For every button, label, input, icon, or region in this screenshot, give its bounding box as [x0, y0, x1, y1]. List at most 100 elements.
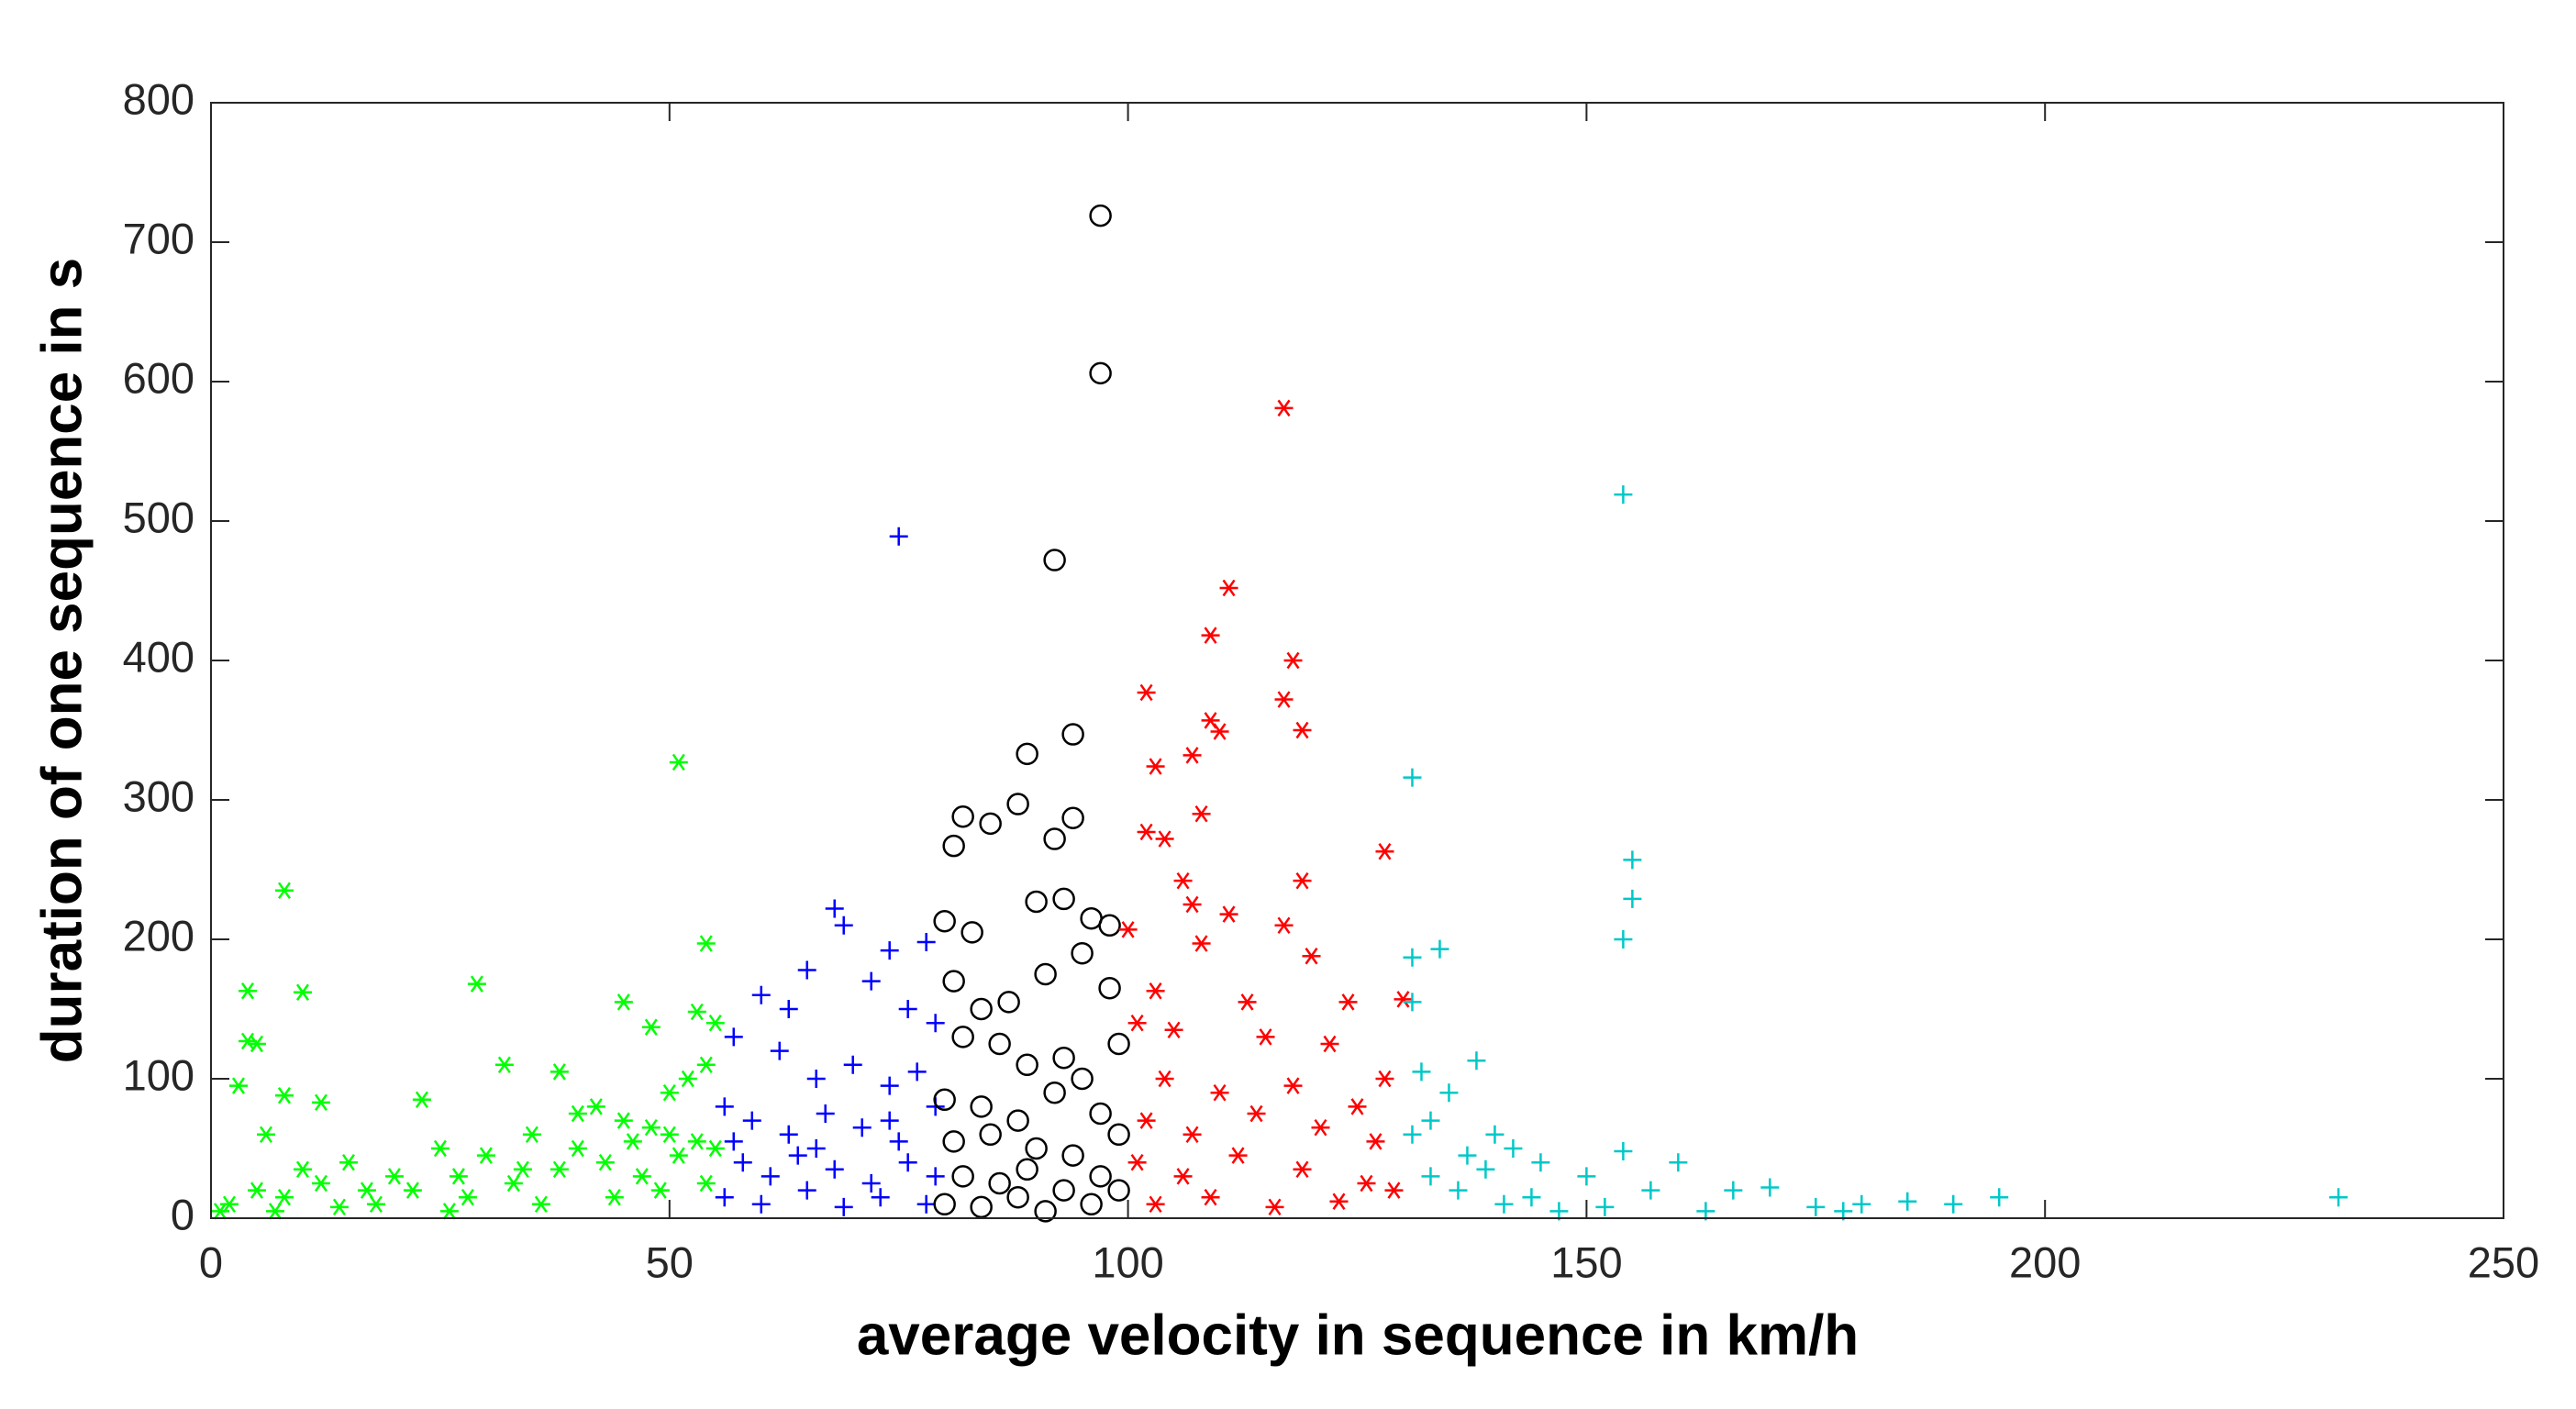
point [1614, 930, 1633, 949]
point [926, 1167, 945, 1186]
point [568, 1139, 587, 1158]
point [1403, 1125, 1422, 1144]
x-axis-label: average velocity in sequence in km/h [857, 1304, 1859, 1367]
point [898, 1153, 917, 1172]
y-tick-label: 600 [123, 353, 194, 402]
point [1577, 1167, 1596, 1186]
point [1043, 549, 1066, 571]
point [1089, 204, 1112, 227]
point [439, 1203, 459, 1220]
point [660, 1126, 679, 1144]
point [970, 997, 993, 1021]
point [1219, 579, 1238, 597]
point [871, 1188, 890, 1207]
point [586, 1098, 605, 1115]
y-tick-label: 0 [171, 1190, 194, 1238]
point [988, 1032, 1011, 1056]
point [1403, 948, 1422, 967]
point [1146, 758, 1165, 775]
point [779, 1125, 798, 1144]
point [1201, 627, 1220, 644]
point [1016, 742, 1038, 766]
point [1043, 827, 1066, 850]
y-tick-label: 800 [123, 74, 194, 123]
point [1338, 993, 1358, 1011]
point [329, 1198, 349, 1216]
point [1293, 721, 1312, 739]
point [1219, 905, 1238, 923]
point [550, 1160, 569, 1179]
point [843, 1055, 862, 1074]
point [861, 1174, 881, 1193]
point [1089, 1165, 1112, 1188]
point [1071, 941, 1094, 965]
point [705, 1014, 725, 1032]
point [256, 1126, 275, 1144]
point [1016, 1158, 1038, 1182]
point [1173, 1168, 1193, 1185]
point [907, 1062, 927, 1082]
point [1155, 1070, 1174, 1088]
point [669, 1147, 688, 1164]
point [825, 1159, 844, 1179]
point [1164, 1021, 1183, 1039]
point [880, 1076, 899, 1095]
point [942, 1130, 965, 1153]
point [1522, 1188, 1541, 1207]
point [1760, 1178, 1780, 1197]
point [687, 1133, 706, 1150]
point [1107, 1123, 1130, 1147]
point [632, 1168, 651, 1185]
point [880, 1111, 899, 1130]
point [1118, 921, 1138, 938]
point [933, 1193, 956, 1216]
point [1320, 1035, 1339, 1053]
point [1052, 1046, 1075, 1070]
point [1283, 651, 1303, 670]
point [1531, 1153, 1550, 1172]
point [1458, 1146, 1477, 1165]
point [467, 975, 486, 993]
point [1034, 962, 1057, 986]
point [988, 1171, 1011, 1195]
point [951, 1165, 974, 1188]
x-tick-label: 100 [1092, 1237, 1163, 1286]
point [678, 1070, 697, 1088]
point [1192, 804, 1211, 823]
point [1274, 691, 1294, 708]
point [979, 1123, 1002, 1147]
x-tick-label: 250 [2468, 1237, 2539, 1286]
point [550, 1063, 569, 1081]
point [1467, 1051, 1486, 1071]
point [504, 1174, 523, 1193]
point [816, 1104, 835, 1123]
point [449, 1168, 468, 1185]
point [1006, 793, 1029, 815]
point [1274, 399, 1294, 417]
point [1623, 889, 1642, 908]
point [623, 1133, 642, 1150]
point [696, 935, 716, 952]
point [806, 1070, 826, 1088]
point [247, 1182, 266, 1199]
point [1016, 1053, 1038, 1077]
point [880, 941, 899, 960]
point [274, 1188, 294, 1206]
point [1384, 1182, 1404, 1199]
point [1449, 1181, 1468, 1200]
point [1137, 823, 1156, 841]
point [210, 1203, 229, 1220]
point [1393, 991, 1413, 1008]
y-tick-label: 400 [123, 632, 194, 681]
y-tick-label: 500 [123, 493, 194, 541]
point [889, 1132, 908, 1151]
point [1412, 1062, 1431, 1082]
point [1183, 1126, 1202, 1144]
point [1439, 1083, 1459, 1103]
point [1107, 1032, 1130, 1056]
point [311, 1174, 330, 1193]
y-tick-label: 700 [123, 214, 194, 262]
point [274, 882, 294, 900]
point [696, 1056, 716, 1074]
